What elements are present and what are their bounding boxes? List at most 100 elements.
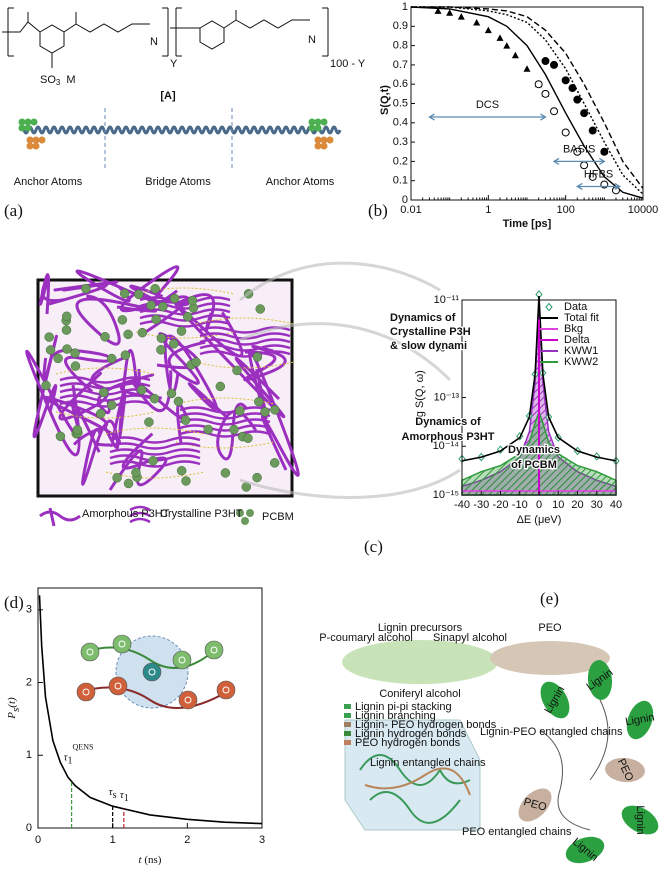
legend-icon (246, 509, 254, 517)
crystal-chain (139, 296, 231, 304)
atom (314, 118, 322, 126)
y-tick-label: 0.6 (393, 78, 408, 90)
data-point (580, 109, 589, 118)
legend-text: Bkg (564, 323, 583, 335)
pcbm (158, 301, 168, 312)
pcbm (119, 288, 130, 299)
bead-core (82, 688, 90, 696)
atom (18, 118, 26, 126)
crystal-chain (179, 418, 271, 426)
atom (32, 136, 40, 144)
label-part: (t) (6, 697, 18, 708)
atom (326, 136, 334, 144)
region: Anchor Atoms (14, 176, 83, 188)
morphology (25, 265, 300, 492)
data-point (457, 13, 465, 20)
y-tick-label: 0.7 (393, 59, 408, 71)
pcbm (144, 417, 154, 427)
label: SO3 M (40, 74, 76, 87)
x-tick-label: 0 (536, 499, 542, 511)
data-point (511, 51, 519, 59)
pcbm (169, 339, 179, 349)
ring (199, 20, 225, 50)
chain (79, 686, 231, 709)
blob (540, 681, 570, 719)
pcbm (215, 381, 226, 392)
blob (605, 757, 645, 783)
atom (314, 142, 322, 150)
data-point (550, 107, 559, 116)
amorphous-chain (38, 273, 65, 315)
pcbm (53, 353, 63, 364)
precursor-oval (342, 640, 498, 684)
pcbm (252, 352, 263, 362)
legend-icon (129, 505, 151, 524)
panel-label: (c) (364, 537, 383, 556)
pcbm (148, 456, 158, 466)
label-part: 1 (124, 793, 129, 804)
x-tick-label: 0.01 (400, 204, 421, 216)
bead-core (222, 686, 230, 694)
pcbm (134, 289, 144, 300)
pcbm (255, 304, 266, 314)
atom (26, 142, 34, 150)
crystal-border (195, 317, 295, 369)
pcbm (180, 415, 191, 425)
data-point (496, 34, 504, 41)
pcbm (120, 350, 131, 360)
data-point (600, 147, 609, 156)
x-tick-label: 1 (485, 204, 491, 216)
blob (565, 836, 605, 864)
x-tick-label: 0 (35, 834, 41, 846)
annotation: HFBS (584, 168, 613, 180)
bonds (170, 10, 310, 29)
y-axis-label: Ps(t) (6, 697, 22, 720)
annotation: Crystalline P3H (390, 326, 471, 338)
y-tick-label: 3 (26, 604, 32, 616)
pcbm (146, 300, 156, 310)
pcbm (123, 329, 133, 340)
pcbm (220, 468, 231, 478)
legend-text: KWW1 (564, 345, 598, 357)
x-tick-label: 30 (591, 499, 603, 511)
data-point (588, 172, 597, 181)
pcbm (107, 400, 117, 410)
range-arrow (552, 157, 606, 165)
fit-line (410, 6, 644, 199)
bead-core (184, 696, 192, 704)
pcbm (45, 345, 56, 355)
annotation: Dynamics (508, 444, 560, 456)
amorphous-chain (163, 334, 228, 418)
y-tick-label: 0.4 (393, 117, 408, 129)
data-point (534, 80, 543, 89)
legend-text: Lignin hydrogen bonds (355, 728, 467, 740)
amorphous-chain (243, 344, 287, 382)
crystal-chain (59, 400, 151, 408)
atom (26, 136, 34, 144)
fit-line (411, 6, 644, 195)
chain (84, 646, 216, 669)
bead-core (114, 682, 122, 690)
legend-icon (241, 517, 249, 525)
amorphous-chain (25, 349, 101, 457)
marker-label: τs (109, 786, 117, 802)
crystal-chain (199, 338, 291, 346)
panel-label: (e) (540, 589, 559, 608)
pcbm (169, 293, 180, 304)
label-part: P (6, 712, 18, 720)
beads (76, 634, 236, 710)
structure-lines (539, 699, 609, 831)
atom (320, 136, 328, 144)
data-point (484, 26, 492, 34)
pcbm (112, 473, 122, 483)
data-point (523, 65, 531, 72)
y-tick-label: 10⁻¹² (434, 343, 460, 355)
x-tick-label: -40 (454, 499, 470, 511)
pcbm (191, 357, 201, 367)
amorphous-chain (75, 269, 164, 306)
x-tick-label: 1 (110, 834, 116, 846)
pcbm (149, 393, 160, 404)
crystal-chain (199, 344, 291, 352)
bracket (175, 7, 182, 57)
